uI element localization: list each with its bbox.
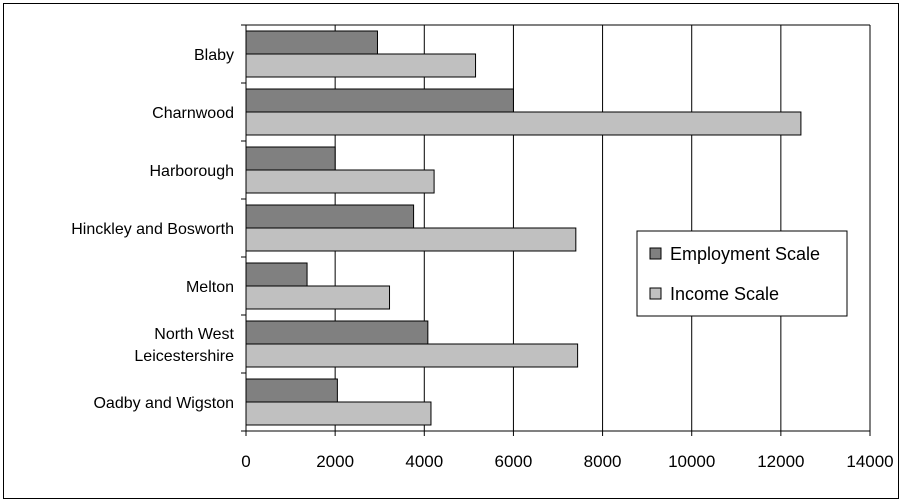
category-label-1: Charnwood: [152, 105, 234, 122]
bar-income-scale-3: [245, 227, 577, 252]
x-tick-label-4000: 4000: [405, 452, 443, 471]
bar-employment-scale-3: [245, 204, 415, 229]
x-tick-label-2000: 2000: [316, 452, 354, 471]
category-label-line: Hinckley and Bosworth: [71, 221, 234, 238]
bar-income-scale-2: [245, 169, 435, 194]
bar-employment-scale-2: [245, 146, 336, 171]
legend-box: [636, 230, 848, 317]
bar-employment-scale-0: [245, 30, 378, 55]
category-label-6: Oadby and Wigston: [93, 395, 234, 412]
bar-employment-scale-5: [245, 320, 429, 345]
legend-swatch-employment-scale: [649, 247, 662, 260]
bar-employment-scale-6: [245, 378, 338, 403]
category-label-2: Harborough: [150, 163, 235, 180]
category-label-0: Blaby: [194, 47, 234, 64]
category-label-line: North West: [154, 326, 234, 343]
x-tick-label-10000: 10000: [668, 452, 715, 471]
category-label-line: Leicestershire: [134, 348, 234, 365]
x-tick-label-8000: 8000: [584, 452, 622, 471]
x-tick-label-14000: 14000: [846, 452, 893, 471]
bar-employment-scale-1: [245, 88, 514, 113]
x-tick-label-0: 0: [241, 452, 250, 471]
bar-income-scale-6: [245, 401, 432, 426]
bar-income-scale-0: [245, 53, 477, 78]
category-label-3: Hinckley and Bosworth: [71, 221, 234, 238]
x-tick-label-6000: 6000: [495, 452, 533, 471]
category-label-line: Charnwood: [152, 105, 234, 122]
bar-employment-scale-4: [245, 262, 308, 287]
legend-label-employment-scale: Employment Scale: [670, 244, 820, 264]
bar-income-scale-5: [245, 343, 579, 368]
category-label-line: Oadby and Wigston: [93, 395, 234, 412]
bar-income-scale-1: [245, 111, 802, 136]
category-label-line: Blaby: [194, 47, 234, 64]
bar-income-scale-4: [245, 285, 391, 310]
x-tick-label-12000: 12000: [757, 452, 804, 471]
category-label-5: North West Leicestershire: [134, 326, 234, 365]
category-label-4: Melton: [186, 279, 234, 296]
category-label-line: Harborough: [150, 163, 235, 180]
legend-swatch-income-scale: [649, 287, 662, 300]
category-label-line: Melton: [186, 279, 234, 296]
legend-label-income-scale: Income Scale: [670, 284, 779, 304]
